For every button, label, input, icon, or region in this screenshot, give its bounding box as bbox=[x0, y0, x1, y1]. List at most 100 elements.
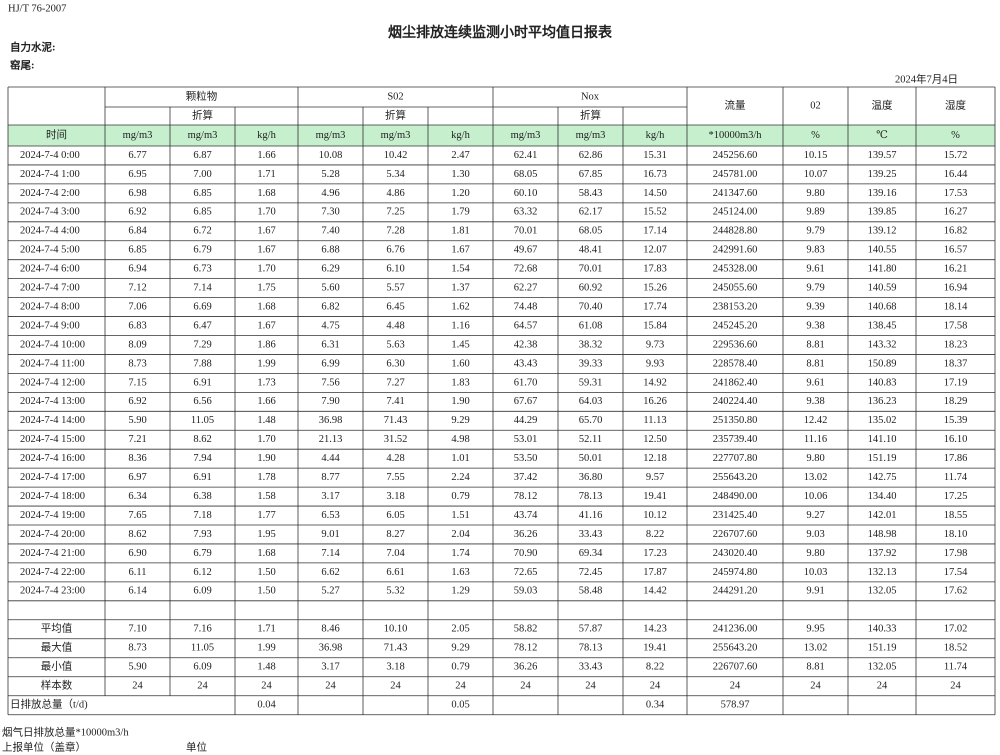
value-cell: 4.96 bbox=[321, 188, 339, 199]
column-unit: kg/h bbox=[451, 130, 470, 141]
value-cell: 7.41 bbox=[386, 396, 404, 407]
value-cell: 6.95 bbox=[128, 169, 146, 180]
value-cell: 17.25 bbox=[944, 491, 968, 502]
value-cell: 60.10 bbox=[514, 188, 538, 199]
value-cell: 143.32 bbox=[868, 339, 897, 350]
total-cell: 578.97 bbox=[721, 700, 750, 711]
value-cell: 7.29 bbox=[193, 339, 211, 350]
summary-label: 平均值 bbox=[41, 622, 73, 635]
value-cell: 9.79 bbox=[806, 283, 824, 294]
column-unit: mg/m3 bbox=[188, 130, 218, 141]
value-cell: 11.05 bbox=[191, 415, 214, 426]
time-cell: 2024-7-4 0:00 bbox=[20, 150, 80, 161]
value-cell: 4.98 bbox=[451, 434, 469, 445]
value-cell: 9.83 bbox=[806, 245, 824, 256]
value-cell: 15.26 bbox=[643, 283, 667, 294]
summary-cell: 71.43 bbox=[384, 643, 408, 654]
value-cell: 6.99 bbox=[321, 358, 339, 369]
value-cell: 141.80 bbox=[868, 264, 897, 275]
standard: HJ/T 76-2007 bbox=[8, 3, 66, 14]
value-cell: 6.56 bbox=[193, 396, 211, 407]
summary-cell: 5.90 bbox=[128, 662, 146, 673]
value-cell: 17.19 bbox=[944, 377, 968, 388]
summary-cell: 19.41 bbox=[643, 643, 667, 654]
time-cell: 2024-7-4 14:00 bbox=[20, 415, 85, 426]
value-cell: 231425.40 bbox=[713, 510, 758, 521]
value-cell: 31.52 bbox=[384, 434, 408, 445]
value-cell: 140.68 bbox=[868, 301, 897, 312]
summary-cell: 7.10 bbox=[128, 624, 146, 635]
value-cell: 251350.80 bbox=[713, 415, 758, 426]
value-cell: 7.40 bbox=[321, 226, 339, 237]
value-cell: 4.48 bbox=[386, 320, 404, 331]
value-cell: 5.60 bbox=[321, 283, 339, 294]
value-cell: 9.27 bbox=[806, 510, 824, 521]
value-cell: 74.48 bbox=[514, 301, 538, 312]
value-cell: 61.08 bbox=[579, 320, 603, 331]
value-cell: 6.38 bbox=[193, 491, 211, 502]
summary-cell: 140.33 bbox=[868, 624, 897, 635]
value-cell: 9.38 bbox=[806, 320, 824, 331]
value-cell: 16.73 bbox=[643, 169, 667, 180]
value-cell: 18.55 bbox=[944, 510, 968, 521]
summary-cell: 33.43 bbox=[579, 662, 603, 673]
value-cell: 9.79 bbox=[806, 226, 824, 237]
summary-cell: 151.19 bbox=[868, 643, 897, 654]
value-cell: 1.70 bbox=[257, 207, 275, 218]
time-cell: 2024-7-4 9:00 bbox=[20, 320, 80, 331]
value-cell: 245245.20 bbox=[713, 320, 758, 331]
column-unit: kg/h bbox=[257, 130, 276, 141]
value-cell: 141.10 bbox=[868, 434, 897, 445]
value-cell: 6.69 bbox=[193, 301, 211, 312]
value-cell: 1.51 bbox=[451, 510, 469, 521]
value-cell: 17.83 bbox=[643, 264, 667, 275]
value-cell: 6.29 bbox=[321, 264, 339, 275]
value-cell: 9.03 bbox=[806, 529, 824, 540]
value-cell: 11.13 bbox=[643, 415, 666, 426]
value-cell: 17.62 bbox=[944, 586, 968, 597]
value-cell: 17.53 bbox=[944, 188, 968, 199]
value-cell: 7.90 bbox=[321, 396, 339, 407]
value-cell: 1.29 bbox=[451, 586, 469, 597]
time-cell: 2024-7-4 7:00 bbox=[20, 283, 80, 294]
value-cell: 6.92 bbox=[128, 396, 146, 407]
value-cell: 136.23 bbox=[868, 396, 897, 407]
value-cell: 4.86 bbox=[386, 188, 404, 199]
value-cell: 58.48 bbox=[579, 586, 603, 597]
value-cell: 10.06 bbox=[804, 491, 828, 502]
value-cell: 70.90 bbox=[514, 548, 538, 559]
value-cell: 7.56 bbox=[321, 377, 339, 388]
value-cell: 1.63 bbox=[451, 567, 469, 578]
value-cell: 64.57 bbox=[514, 320, 538, 331]
value-cell: 36.80 bbox=[579, 472, 603, 483]
value-cell: 1.86 bbox=[257, 339, 275, 350]
value-cell: 245124.00 bbox=[713, 207, 758, 218]
value-cell: 9.89 bbox=[806, 207, 824, 218]
value-cell: 9.01 bbox=[321, 529, 339, 540]
value-cell: 1.67 bbox=[257, 320, 275, 331]
value-cell: 5.27 bbox=[321, 586, 339, 597]
value-cell: 1.75 bbox=[257, 283, 275, 294]
value-cell: 1.45 bbox=[451, 339, 469, 350]
value-cell: 227707.80 bbox=[713, 453, 758, 464]
value-cell: 9.80 bbox=[806, 548, 824, 559]
value-cell: 5.90 bbox=[128, 415, 146, 426]
value-cell: 7.94 bbox=[193, 453, 212, 464]
value-cell: 33.43 bbox=[579, 529, 603, 540]
value-cell: 2.47 bbox=[451, 150, 469, 161]
value-cell: 7.55 bbox=[386, 472, 404, 483]
summary-cell: 24 bbox=[455, 681, 466, 692]
unit: 窑尾: bbox=[10, 58, 35, 71]
value-cell: 245781.00 bbox=[713, 169, 758, 180]
value-cell: 58.43 bbox=[579, 188, 603, 199]
value-cell: 5.32 bbox=[386, 586, 404, 597]
value-cell: 67.67 bbox=[514, 396, 538, 407]
summary-cell: 58.82 bbox=[514, 624, 538, 635]
value-cell: 1.95 bbox=[257, 529, 275, 540]
value-cell: 9.93 bbox=[646, 358, 664, 369]
time-cell: 2024-7-4 13:00 bbox=[20, 396, 85, 407]
value-cell: 7.21 bbox=[128, 434, 146, 445]
value-cell: 68.05 bbox=[579, 226, 603, 237]
value-cell: 3.17 bbox=[321, 491, 339, 502]
value-cell: 15.39 bbox=[944, 415, 968, 426]
